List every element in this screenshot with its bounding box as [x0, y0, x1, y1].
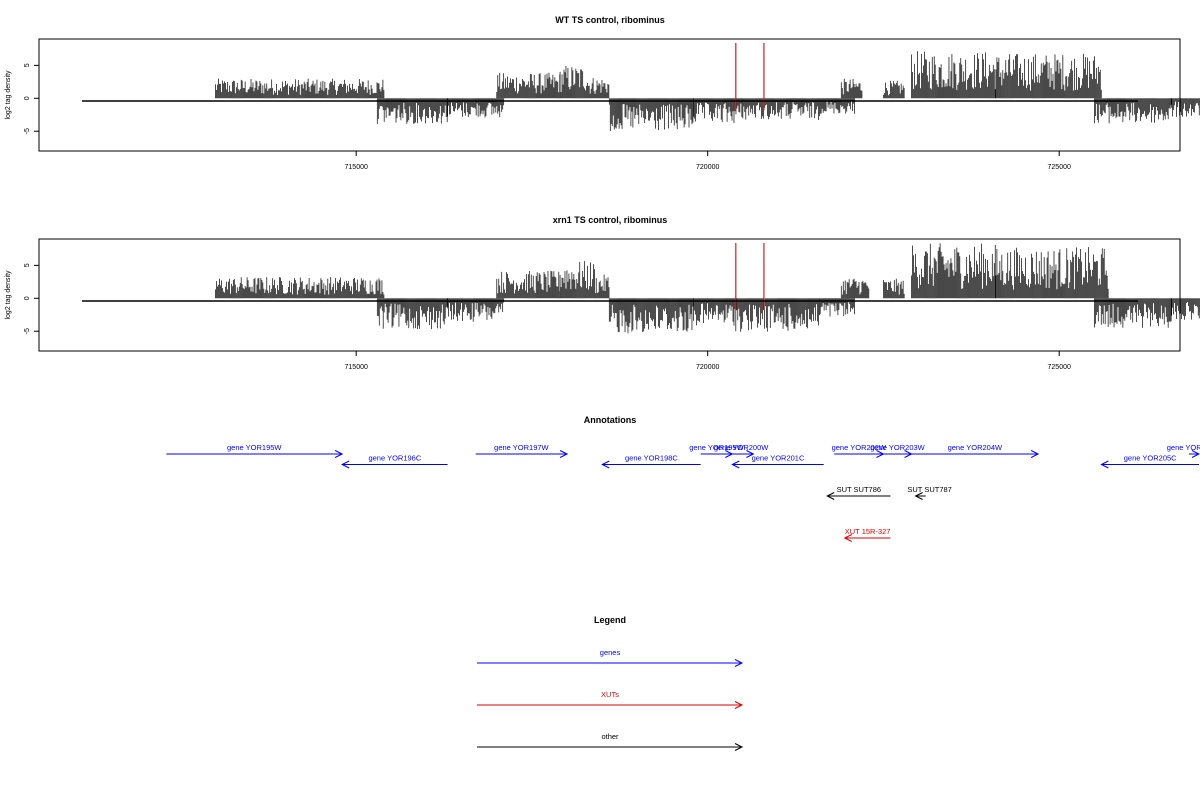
- xrn1-panel-title: xrn1 TS control, ribominus: [553, 215, 668, 225]
- annotation-label: XUT 15R-327: [845, 527, 891, 536]
- xrn1-x-tick-label: 725000: [1048, 364, 1071, 371]
- legend-entry-gene: genes: [477, 648, 744, 667]
- xrn1-markers: [735, 243, 765, 311]
- legend-label: genes: [600, 648, 621, 657]
- arrow-head-icon: [731, 460, 740, 469]
- annotation-gene: gene YOR203W: [870, 443, 926, 458]
- annotation-label: gene YOR200W: [714, 443, 769, 452]
- xrn1-panel: xrn1 TS control, ribominus 715000 720000 7…: [5, 215, 1200, 371]
- arrow-head-icon: [1191, 450, 1200, 458]
- annotation-gene: gene YOR201C: [731, 454, 824, 469]
- xrn1-y-axis-label: log2 tag density: [5, 270, 12, 320]
- annotation-label: gene YOR206W: [1167, 443, 1200, 452]
- xrn1-plot-frame: [38, 238, 1181, 352]
- wt-signal-bars: [215, 51, 1200, 132]
- legend-title: Legend: [594, 615, 626, 625]
- legend-entry-xut: XUTs: [477, 690, 744, 709]
- annotation-gene: gene YOR200W: [714, 443, 769, 458]
- annotation-label: gene YOR202W: [832, 443, 887, 452]
- wt-y-tick-label: 5: [24, 63, 31, 67]
- xrn1-y-tick-label: -5: [24, 328, 31, 334]
- arrow-head-icon: [1100, 460, 1109, 469]
- annotation-label: gene YOR204W: [948, 443, 1003, 452]
- arrow-head-icon: [341, 460, 350, 469]
- wt-panel-title: WT TS control, ribominus: [555, 15, 665, 25]
- annotation-xut: XUT 15R-327: [843, 527, 891, 542]
- xrn1-y-tick-label: 0: [24, 296, 31, 300]
- annotation-features: gene YOR195W gene YOR196C gene YOR197W gene…: [166, 443, 1200, 542]
- legend-entries: genes XUTs other: [477, 648, 744, 751]
- annotation-gene: gene YOR197W: [475, 443, 569, 458]
- annotation-label: gene YOR196C: [368, 454, 421, 463]
- annotation-gene: gene YOR198C: [601, 454, 701, 469]
- arrow-head-icon: [734, 659, 744, 667]
- annotation-other: SUT SUT787: [907, 485, 952, 500]
- annotation-label: SUT SUT786: [837, 485, 881, 494]
- annotation-label: gene YOR195W: [227, 443, 282, 452]
- xrn1-x-tick-label: 720000: [696, 364, 719, 371]
- xrn1-y-tick-label: 5: [24, 263, 31, 267]
- annotations-title: Annotations: [584, 415, 637, 425]
- xrn1-signal-bars: [215, 243, 1200, 334]
- arrow-head-icon: [826, 492, 835, 500]
- annotation-label: gene YOR199W: [689, 443, 744, 452]
- annotation-gene: gene YOR196C: [341, 454, 448, 469]
- arrow-head-icon: [734, 701, 744, 709]
- arrow-head-icon: [746, 450, 755, 458]
- wt-y-tick-label: -5: [24, 128, 31, 134]
- annotation-label: gene YOR197W: [494, 443, 549, 452]
- arrow-head-icon: [734, 743, 744, 751]
- annotation-label: SUT SUT787: [907, 485, 951, 494]
- wt-x-tick-label: 725000: [1048, 164, 1071, 171]
- wt-panel: WT TS control, ribominus 715000 720000 725…: [5, 15, 1200, 171]
- annotation-gene: gene YOR195W: [166, 443, 344, 458]
- legend-entry-other: other: [477, 732, 744, 751]
- wt-x-tick-label: 720000: [696, 164, 719, 171]
- arrow-head-icon: [843, 534, 853, 542]
- arrow-head-icon: [914, 492, 923, 500]
- legend-label: other: [601, 732, 619, 741]
- annotation-gene: gene YOR206W: [1167, 443, 1200, 458]
- annotation-label: gene YOR201C: [752, 454, 805, 463]
- wt-y-tick-label: 0: [24, 96, 31, 100]
- annotation-label: gene YOR205C: [1124, 454, 1177, 463]
- wt-plot-frame: [38, 38, 1181, 152]
- wt-x-tick-label: 715000: [345, 164, 368, 171]
- wt-y-axis-label: log2 tag density: [5, 70, 12, 120]
- arrow-head-icon: [559, 450, 569, 458]
- annotation-label: gene YOR198C: [625, 454, 678, 463]
- wt-axes: 715000 720000 725000 -5 0 5: [24, 63, 1071, 171]
- arrow-head-icon: [334, 450, 344, 458]
- legend-label: XUTs: [601, 690, 619, 699]
- arrow-head-icon: [601, 460, 610, 469]
- annotation-gene: gene YOR205C: [1100, 454, 1199, 469]
- arrow-head-icon: [1030, 450, 1040, 458]
- wt-markers: [735, 43, 765, 111]
- xrn1-x-tick-label: 715000: [345, 364, 368, 371]
- legend-panel: Legend genes XUTs other: [477, 615, 744, 751]
- annotation-other: SUT SUT786: [826, 485, 891, 500]
- xrn1-axes: 715000 720000 725000 -5 0 5: [24, 263, 1071, 371]
- annotation-gene: gene YOR204W: [911, 443, 1040, 458]
- annotation-label: gene YOR203W: [870, 443, 925, 452]
